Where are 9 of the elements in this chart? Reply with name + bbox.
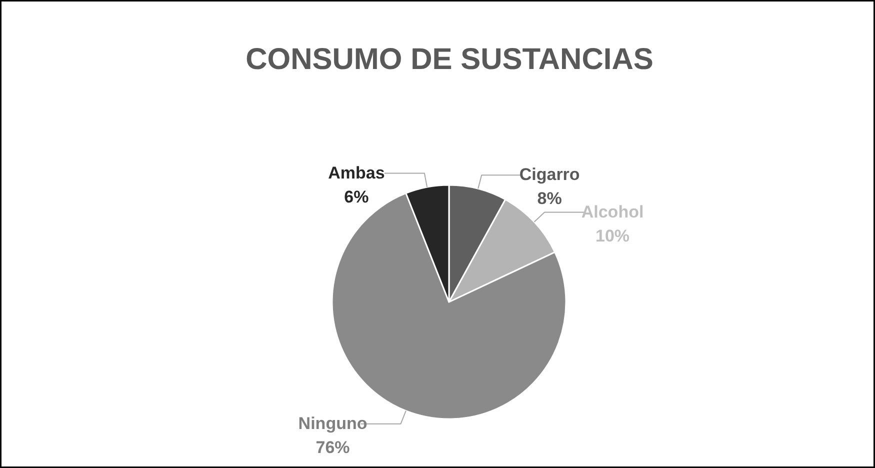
chart-title: CONSUMO DE SUSTANCIAS	[246, 43, 654, 76]
slice-label: Alcohol	[581, 202, 644, 222]
data-label: 6%	[344, 187, 369, 206]
slice-label: Ambas	[328, 163, 385, 182]
data-label: 76%	[316, 438, 350, 457]
data-label: 10%	[596, 226, 630, 246]
slice-label: Cigarro	[519, 165, 580, 184]
slice-label: Ninguno	[298, 414, 368, 433]
data-label: 8%	[537, 189, 562, 208]
